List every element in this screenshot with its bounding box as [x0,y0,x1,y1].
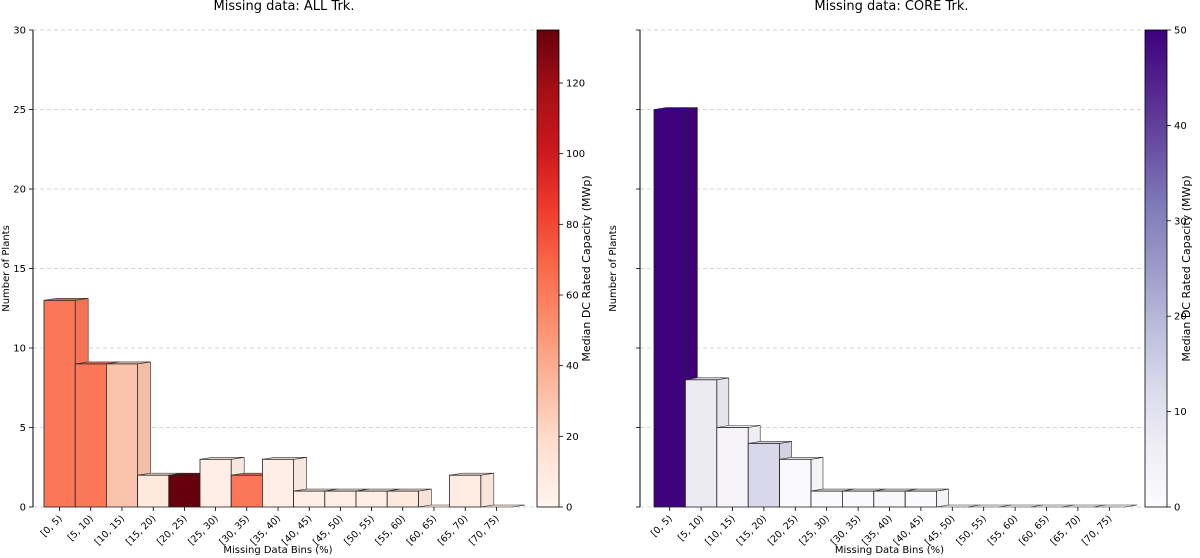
x-tick-label: [0, 5) [39,513,65,539]
x-tick-label: [60, 65) [1017,513,1051,547]
bar [1093,504,1138,508]
bar [43,297,89,508]
chart-all-trk: Missing data: ALL Trk. Number of Plants … [1,0,593,556]
bar-front [261,458,294,508]
bar-top [1093,504,1138,508]
y-axis-label: Number of Plants [608,225,619,312]
chart-core-trk: Missing data: CORE Trk. Number of Plants… [608,0,1193,556]
x-tick-label: [45, 50) [923,513,957,547]
bar-front [873,490,906,508]
x-tick-label: [15, 20) [735,513,769,547]
x-tick-label: [5, 10) [676,513,706,543]
bar-front [779,458,812,508]
y-axis-label: Number of Plants [1,225,12,312]
y-tick-label: 25 [13,105,26,116]
bar [480,504,526,508]
y-tick-label: 10 [13,344,26,355]
x-tick-label: [0, 5) [649,513,675,539]
colorbar-tick-label: 20 [566,432,579,443]
bar-front [137,474,170,508]
x-tick-label: [70, 75) [467,513,501,547]
x-tick-label: [60, 65) [405,513,439,547]
bar-front [106,363,139,508]
bar-front [685,379,718,508]
bar-front [74,363,107,508]
bar-front [449,474,482,508]
bar-front [653,109,686,508]
x-tick-label: [30, 35) [218,513,252,547]
bar-front [168,474,201,508]
colorbar-tick-label: 0 [1174,503,1180,514]
bar-side [480,472,495,508]
x-tick-label: [20, 25) [155,513,189,547]
colorbar-tick-label: 60 [566,291,579,302]
bar-front [716,427,749,508]
bar-side [418,488,432,508]
colorbar-tick-label: 0 [566,503,572,514]
y-tick-label: 15 [13,264,26,275]
bar-front [386,490,419,508]
x-tick-label: [50, 55) [954,513,988,547]
bar-front [199,458,232,508]
y-tick-label: 20 [13,185,26,196]
colorbar-tick-label: 10 [1174,407,1187,418]
y-tick-label: 0 [20,503,26,514]
bar-front [904,490,938,508]
bar-front [810,490,843,508]
x-tick-label: [20, 25) [766,513,800,547]
colorbar-tick-label: 30 [1174,216,1187,227]
colorbar-tick-label: 80 [566,220,579,231]
x-axis-label: Missing Data Bins (%) [223,545,332,556]
colorbar-label: Median DC Rated Capacity (MWp) [1180,175,1193,361]
x-tick-label: [40, 45) [280,513,314,547]
bar-top [480,504,526,508]
x-tick-label: [70, 75) [1080,513,1114,547]
x-tick-label: [25, 30) [186,513,220,547]
x-axis-label: Missing Data Bins (%) [835,545,944,556]
bar-front [230,474,263,508]
x-tick-label: [5, 10) [66,513,96,543]
bar-side [936,488,949,508]
colorbar-label: Median DC Rated Capacity (MWp) [580,175,593,361]
x-tick-label: [10, 15) [93,513,127,547]
x-tick-label: [15, 20) [124,513,158,547]
colorbar-tick-label: 40 [1174,121,1187,132]
bar [449,472,495,508]
colorbar-tick-label: 40 [566,361,579,372]
bar-front [747,442,781,508]
x-tick-label: [50, 55) [342,513,376,547]
x-tick-label: [65, 70) [436,513,470,547]
colorbar-tick-label: 120 [566,79,585,90]
x-tick-label: [40, 45) [892,513,926,547]
colorbar [536,29,560,508]
bar-front [293,490,326,508]
bar-front [355,490,388,508]
bar [386,488,432,508]
y-tick-label: 30 [13,26,26,37]
colorbar-tick-label: 20 [1174,312,1187,323]
chart-title: Missing data: ALL Trk. [214,0,355,14]
x-tick-label: [45, 50) [311,513,345,547]
x-tick-label: [10, 15) [703,513,737,547]
x-tick-label: [25, 30) [797,513,831,547]
colorbar-tick-label: 100 [566,149,585,160]
colorbar-tick-label: 50 [1174,26,1187,37]
bar-front [43,299,76,508]
chart-title: Missing data: CORE Trk. [814,0,968,14]
x-tick-label: [55, 60) [986,513,1020,547]
bar [904,488,949,508]
colorbar [1144,29,1168,508]
x-tick-label: [35, 40) [860,513,894,547]
x-tick-label: [65, 70) [1049,513,1083,547]
bar-front [324,490,357,508]
x-tick-label: [35, 40) [249,513,283,547]
y-tick-label: 5 [20,423,26,434]
x-tick-label: [55, 60) [374,513,408,547]
x-tick-label: [30, 35) [829,513,863,547]
bar-front [842,490,875,508]
